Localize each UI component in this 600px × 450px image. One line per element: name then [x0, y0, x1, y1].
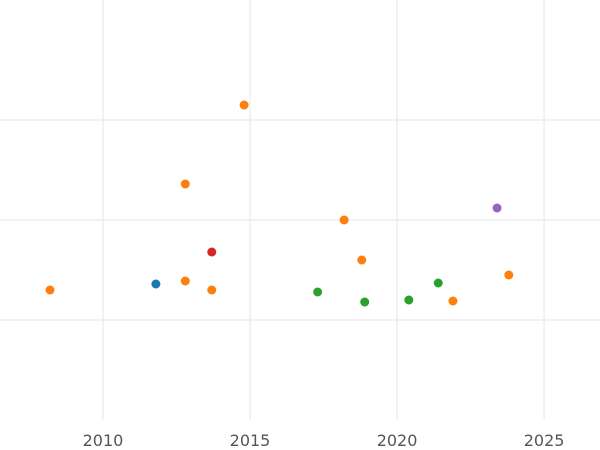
- data-point-s1-p7: [448, 296, 458, 306]
- x-tick-label-2: 2020: [377, 431, 418, 450]
- data-point-s1-p8: [504, 270, 514, 280]
- data-point-s2-p0: [313, 287, 323, 297]
- gridlines: [0, 0, 600, 420]
- x-tick-label-1: 2015: [230, 431, 271, 450]
- x-tick-label-0: 2010: [83, 431, 124, 450]
- data-point-s1-p6: [357, 255, 367, 265]
- data-point-s1-p4: [239, 100, 249, 110]
- data-point-s1-p5: [339, 215, 349, 225]
- data-point-s2-p2: [404, 295, 414, 305]
- data-point-s1-p2: [180, 179, 190, 189]
- data-point-s2-p1: [360, 297, 370, 307]
- x-tick-label-3: 2025: [524, 431, 565, 450]
- data-point-s1-p0: [45, 285, 55, 295]
- data-points: [45, 100, 514, 307]
- data-point-s1-p1: [180, 276, 190, 286]
- data-point-s4-p0: [492, 203, 502, 213]
- data-point-s3-p0: [207, 247, 217, 257]
- data-point-s0-p0: [151, 279, 161, 289]
- data-point-s2-p3: [433, 278, 443, 288]
- data-point-s1-p3: [207, 285, 217, 295]
- x-axis-tick-labels: 2010 2015 2020 2025: [83, 431, 565, 450]
